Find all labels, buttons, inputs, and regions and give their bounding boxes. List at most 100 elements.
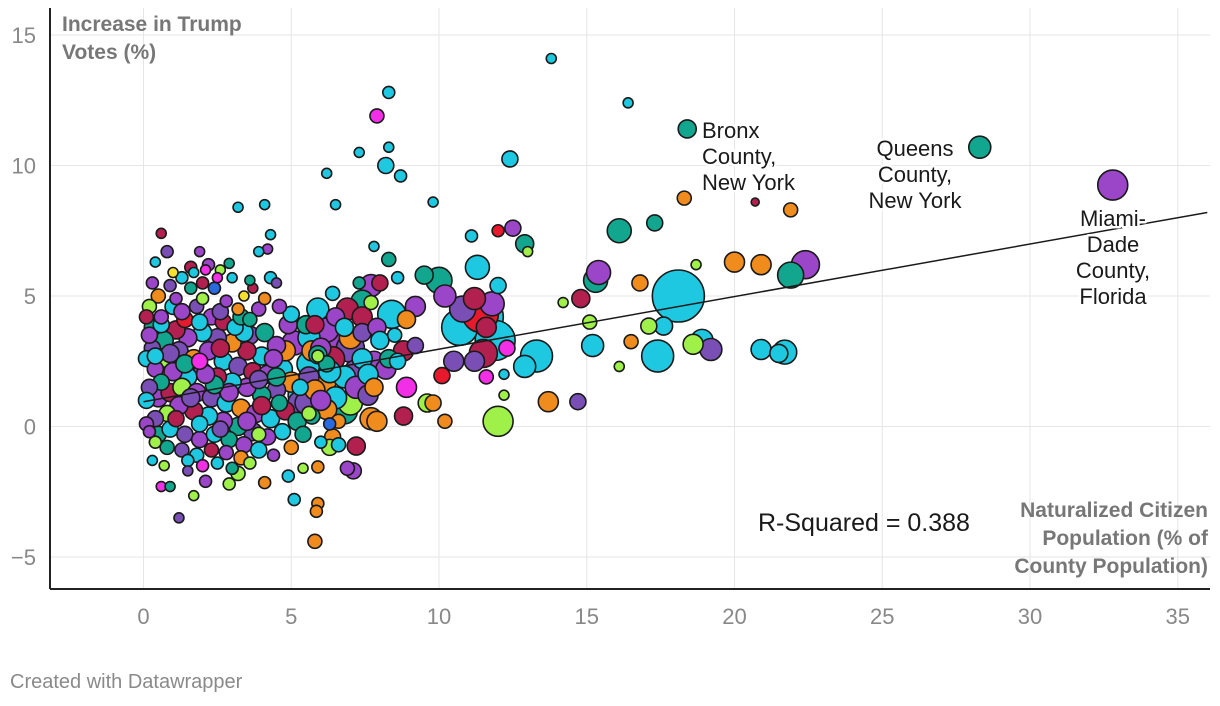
x-tick-label: 5 <box>285 604 297 629</box>
data-point <box>489 276 507 295</box>
data-point <box>571 288 591 309</box>
data-point <box>690 258 702 271</box>
data-point <box>149 256 162 268</box>
x-axis-title-line: County Population) <box>1014 555 1208 578</box>
data-point <box>311 349 325 363</box>
y-axis-title-line: Increase in Trump <box>62 13 242 36</box>
annotation-label-line: Queens <box>876 136 953 161</box>
data-point <box>266 448 281 463</box>
axes: 0 5 10 15 20 25 30 35 −5 0 5 10 15 <box>11 8 1210 629</box>
data-point <box>140 326 159 344</box>
data-point <box>270 277 283 289</box>
data-point <box>243 456 257 470</box>
annotation-label-line: County, <box>1076 258 1150 283</box>
data-point <box>150 288 167 304</box>
data-point <box>309 389 332 412</box>
x-tick-label: 0 <box>137 604 149 629</box>
annotation-label: Bronx County, New York <box>702 118 796 195</box>
data-point <box>203 442 220 458</box>
data-point <box>371 274 389 292</box>
data-point <box>380 251 397 268</box>
data-point <box>158 459 170 472</box>
data-point <box>320 167 333 180</box>
data-point <box>396 309 417 330</box>
data-point <box>148 435 163 449</box>
data-point <box>585 259 612 286</box>
data-point <box>190 313 209 331</box>
x-tick-label: 10 <box>427 604 451 629</box>
data-point <box>651 269 706 323</box>
data-point <box>167 409 185 428</box>
data-point <box>223 257 235 270</box>
data-point <box>424 394 442 412</box>
data-point <box>782 202 799 218</box>
data-point <box>645 214 664 232</box>
data-point <box>169 291 183 306</box>
y-tick-label: 15 <box>12 23 36 48</box>
data-point <box>219 294 234 309</box>
data-point <box>257 291 272 306</box>
data-point <box>138 309 155 325</box>
data-point <box>433 284 457 308</box>
x-axis-title-line: Population (% of <box>1042 527 1209 550</box>
data-point <box>631 274 649 292</box>
trendline-layer <box>143 211 1208 403</box>
data-point <box>225 461 239 476</box>
data-point <box>251 395 272 416</box>
data-point <box>723 251 746 273</box>
x-tick-label: 15 <box>575 604 599 629</box>
annotation-halo: Bronx County, New York <box>702 118 796 195</box>
data-point <box>287 492 302 507</box>
data-point <box>464 254 491 281</box>
data-point <box>750 338 772 361</box>
data-point <box>176 425 194 444</box>
data-point <box>606 217 633 244</box>
data-point <box>324 285 341 302</box>
data-point <box>491 223 505 238</box>
data-point <box>390 270 405 285</box>
data-point <box>249 441 268 459</box>
data-point <box>257 475 272 490</box>
data-point <box>183 281 198 295</box>
data-point <box>463 350 486 373</box>
data-point <box>187 489 200 502</box>
data-point <box>537 390 560 413</box>
data-point <box>313 435 328 449</box>
annotation-label-line: Dade <box>1087 232 1140 257</box>
data-point <box>297 462 309 475</box>
data-point <box>557 296 569 309</box>
y-axis-title: Increase in Trump Votes (%) <box>62 13 242 64</box>
data-point <box>146 454 159 467</box>
data-point <box>386 327 403 343</box>
data-point <box>173 512 185 524</box>
data-point <box>339 460 356 477</box>
r-squared-label: R-Squared = 0.388 <box>758 509 970 537</box>
annotation-halo-line: New York <box>869 188 963 213</box>
data-point <box>254 322 275 343</box>
data-point <box>281 469 296 483</box>
trendline <box>143 211 1208 403</box>
data-point <box>498 339 516 358</box>
data-point <box>164 480 176 493</box>
data-point <box>244 274 256 287</box>
annotation-label-line: County, <box>878 162 952 187</box>
data-point <box>346 436 367 456</box>
data-point <box>182 465 194 477</box>
annotation-label: Miami-Dade County, Florida <box>1076 206 1150 309</box>
data-point <box>381 85 396 100</box>
data-point <box>482 405 514 438</box>
data-point <box>545 52 558 65</box>
annotation-label-line: New York <box>702 170 796 195</box>
data-point <box>238 290 250 302</box>
data-point <box>433 366 451 385</box>
data-point <box>235 435 253 454</box>
data-point <box>271 298 288 315</box>
data-point <box>475 316 498 339</box>
y-tick-label: 10 <box>12 154 36 179</box>
data-point <box>294 425 312 444</box>
data-point <box>175 270 189 285</box>
data-point <box>283 439 300 456</box>
data-point <box>366 410 388 433</box>
data-point <box>190 415 209 433</box>
data-point <box>232 201 244 214</box>
